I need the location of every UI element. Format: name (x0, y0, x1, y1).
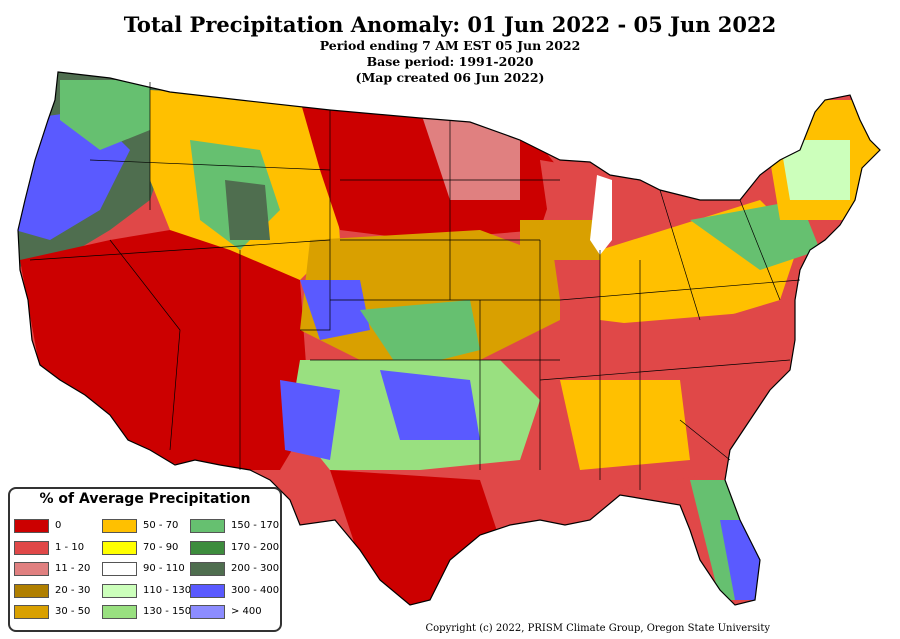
legend-swatch (190, 583, 225, 598)
legend-swatch (190, 605, 225, 619)
period-line: Period ending 7 AM EST 05 Jun 2022 (319, 38, 581, 53)
map-title: Total Precipitation Anomaly: 01 Jun 2022… (123, 12, 777, 37)
legend-label: 11 - 20 (55, 563, 91, 574)
legend-label: 70 - 90 (143, 541, 179, 553)
created-line: (Map created 06 Jun 2022) (355, 70, 545, 85)
legend-swatch (14, 583, 49, 598)
legend-swatch (190, 562, 225, 576)
legend-swatch (14, 519, 49, 533)
us-outline (17, 71, 881, 606)
legend-label: 20 - 30 (55, 584, 91, 596)
legend-label: 170 - 200 (231, 541, 280, 553)
legend-label: 1 - 10 (55, 541, 85, 553)
copyright: Copyright (c) 2022, PRISM Climate Group,… (425, 623, 771, 634)
legend-label: 0 (55, 520, 62, 531)
legend-swatch (14, 562, 49, 576)
legend-swatch (102, 540, 137, 555)
legend-swatch (190, 540, 225, 555)
legend-label: 90 - 110 (143, 563, 185, 574)
legend-swatch (14, 540, 49, 555)
state-borders (29, 82, 801, 490)
legend-swatch (102, 583, 137, 598)
legend-label: 200 - 300 (231, 563, 280, 574)
legend-label: 150 - 170 (231, 520, 280, 531)
legend-swatch (102, 519, 137, 533)
legend-label: 130 - 150 (143, 606, 192, 617)
legend: % of Average Precipitation 0 1 - 10 11 - 2… (8, 487, 282, 632)
legend-label: 30 - 50 (55, 606, 91, 617)
legend-label: 110 - 130 (143, 584, 192, 596)
legend-swatch (102, 605, 137, 619)
legend-label: 50 - 70 (143, 520, 179, 531)
legend-title: % of Average Precipitation (39, 491, 251, 507)
legend-swatch (14, 605, 49, 619)
base-period-line: Base period: 1991-2020 (366, 54, 534, 69)
legend-label: > 400 (231, 606, 262, 617)
legend-swatch (102, 562, 137, 576)
legend-swatch (190, 519, 225, 533)
title-block: Total Precipitation Anomaly: 01 Jun 2022… (0, 12, 900, 86)
legend-label: 300 - 400 (231, 584, 280, 596)
